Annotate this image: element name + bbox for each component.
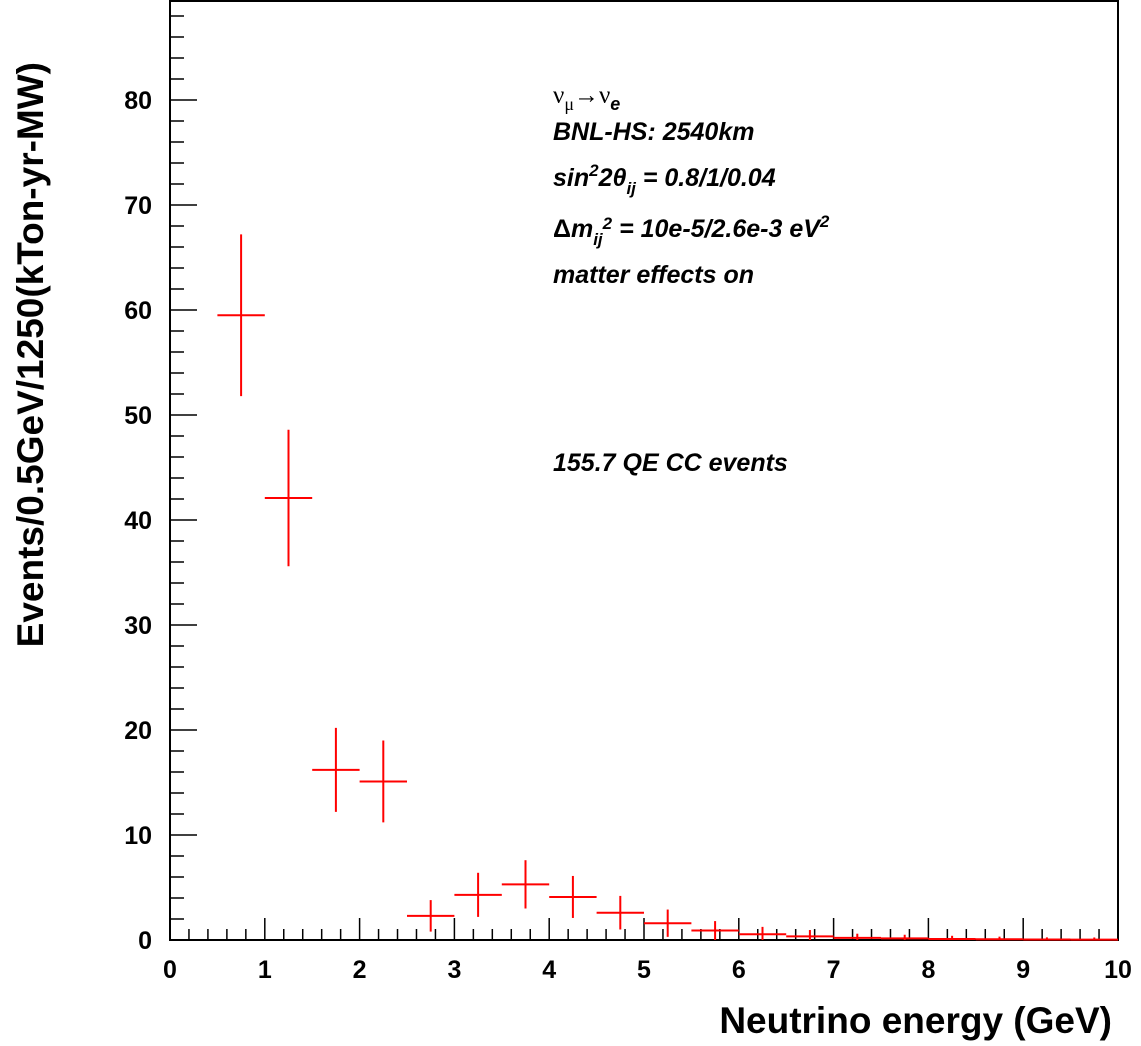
data-point <box>501 860 550 909</box>
y-tick-label: 30 <box>124 612 152 640</box>
annotation-mass: Δmij2 = 10e-5/2.6e-3 eV2 <box>553 212 830 249</box>
data-point <box>786 930 834 940</box>
annotation-mixing-sub: ij <box>626 179 637 198</box>
annotation-mass-unit-sup: 2 <box>819 212 830 231</box>
y-tick-label: 0 <box>138 927 152 955</box>
y-tick-labels: 0 10 20 30 40 50 60 70 80 <box>124 87 152 955</box>
data-point <box>596 895 644 930</box>
annotation-process-sub1: μ <box>564 94 574 114</box>
x-tick-label: 6 <box>732 956 746 984</box>
annotation-mixing-mid: 2θ <box>598 164 627 192</box>
annotation-mass-sup: 2 <box>602 214 613 233</box>
data-point <box>881 934 929 940</box>
x-tick-label: 0 <box>163 956 177 984</box>
annotation-mixing: sin22θij = 0.8/1/0.04 <box>553 161 776 198</box>
y-tick-label: 50 <box>124 402 152 430</box>
x-tick-labels: 0 1 2 3 4 5 6 7 8 9 10 <box>163 956 1132 984</box>
x-tick-label: 9 <box>1016 956 1030 984</box>
annotation-mass-delta: Δ <box>553 215 571 243</box>
annotation-process-sub2: e <box>610 94 620 114</box>
y-tick-label: 60 <box>124 297 152 325</box>
annotation-process: νμ→νe <box>553 82 620 114</box>
data-point <box>454 872 502 917</box>
annotation-mass-m: m <box>571 215 593 243</box>
annotation-baseline: BNL-HS: 2540km <box>553 118 754 146</box>
data-point <box>691 921 739 940</box>
x-tick-label: 7 <box>827 956 841 984</box>
annotation-process-nu1: ν <box>553 82 564 109</box>
minor-ticks <box>169 15 1119 941</box>
annotation-mass-post: = 10e-5/2.6e-3 eV <box>612 215 822 243</box>
y-axis-title: Events/0.5GeV/1250(kTon-yr-MW) <box>10 62 51 647</box>
data-point <box>407 900 455 932</box>
data-point <box>928 935 976 940</box>
data-point <box>644 909 692 937</box>
x-tick-label: 1 <box>258 956 272 984</box>
x-tick-label: 8 <box>921 956 935 984</box>
annotation-matter: matter effects on <box>553 261 754 289</box>
x-tick-label: 10 <box>1104 956 1132 984</box>
data-point <box>264 429 313 567</box>
y-tick-label: 40 <box>124 507 152 535</box>
x-tick-label: 5 <box>637 956 651 984</box>
annotation-events: 155.7 QE CC events <box>553 449 788 477</box>
x-tick-label: 3 <box>447 956 461 984</box>
data-points <box>217 234 1118 941</box>
data-point <box>975 936 1024 941</box>
x-tick-label: 4 <box>542 956 556 984</box>
annotation-process-arrow: → <box>574 82 599 109</box>
annotation-mixing-pre: sin <box>553 164 589 192</box>
y-tick-label: 20 <box>124 717 152 745</box>
annotation-mixing-post: = 0.8/1/0.04 <box>636 164 776 192</box>
data-point <box>1023 937 1071 941</box>
y-tick-label: 10 <box>124 822 152 850</box>
data-point <box>549 875 597 918</box>
data-point <box>738 926 787 940</box>
x-tick-label: 2 <box>353 956 367 984</box>
data-point <box>833 933 881 940</box>
annotation-mixing-sup: 2 <box>588 161 599 180</box>
x-axis-title: Neutrino energy (GeV) <box>719 1000 1112 1041</box>
y-tick-label: 70 <box>124 192 152 220</box>
data-point <box>1070 937 1118 941</box>
annotation-process-nu2: ν <box>599 82 610 109</box>
y-tick-label: 80 <box>124 87 152 115</box>
data-point <box>359 740 407 823</box>
data-point <box>217 234 265 397</box>
annotation-mass-sub: ij <box>593 230 604 249</box>
data-point <box>312 727 360 812</box>
